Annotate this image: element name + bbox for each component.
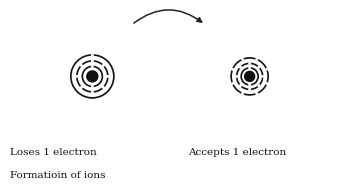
Circle shape xyxy=(249,67,251,69)
Circle shape xyxy=(80,65,82,66)
Circle shape xyxy=(91,60,93,62)
Circle shape xyxy=(91,91,93,93)
Circle shape xyxy=(91,86,93,87)
Circle shape xyxy=(242,58,244,60)
Circle shape xyxy=(102,65,104,66)
Circle shape xyxy=(256,93,258,94)
Circle shape xyxy=(245,71,255,81)
Circle shape xyxy=(266,68,268,70)
Circle shape xyxy=(242,93,244,94)
Circle shape xyxy=(80,87,82,88)
Text: Loses 1 electron: Loses 1 electron xyxy=(10,148,97,157)
Circle shape xyxy=(249,88,251,90)
Circle shape xyxy=(91,54,93,56)
Circle shape xyxy=(87,71,98,82)
Circle shape xyxy=(256,58,258,60)
Circle shape xyxy=(249,84,251,86)
Circle shape xyxy=(236,75,238,77)
Text: Formatioin of ions: Formatioin of ions xyxy=(10,171,106,180)
Circle shape xyxy=(258,66,260,68)
Text: Accepts 1 electron: Accepts 1 electron xyxy=(188,148,286,157)
Circle shape xyxy=(258,85,260,87)
Circle shape xyxy=(239,85,241,87)
Circle shape xyxy=(232,68,234,70)
Circle shape xyxy=(249,62,251,64)
Circle shape xyxy=(91,66,93,67)
Circle shape xyxy=(102,87,104,88)
Circle shape xyxy=(76,75,78,77)
Circle shape xyxy=(266,83,268,84)
Circle shape xyxy=(107,75,109,77)
Circle shape xyxy=(239,66,241,68)
Circle shape xyxy=(262,75,264,77)
Circle shape xyxy=(232,83,234,84)
